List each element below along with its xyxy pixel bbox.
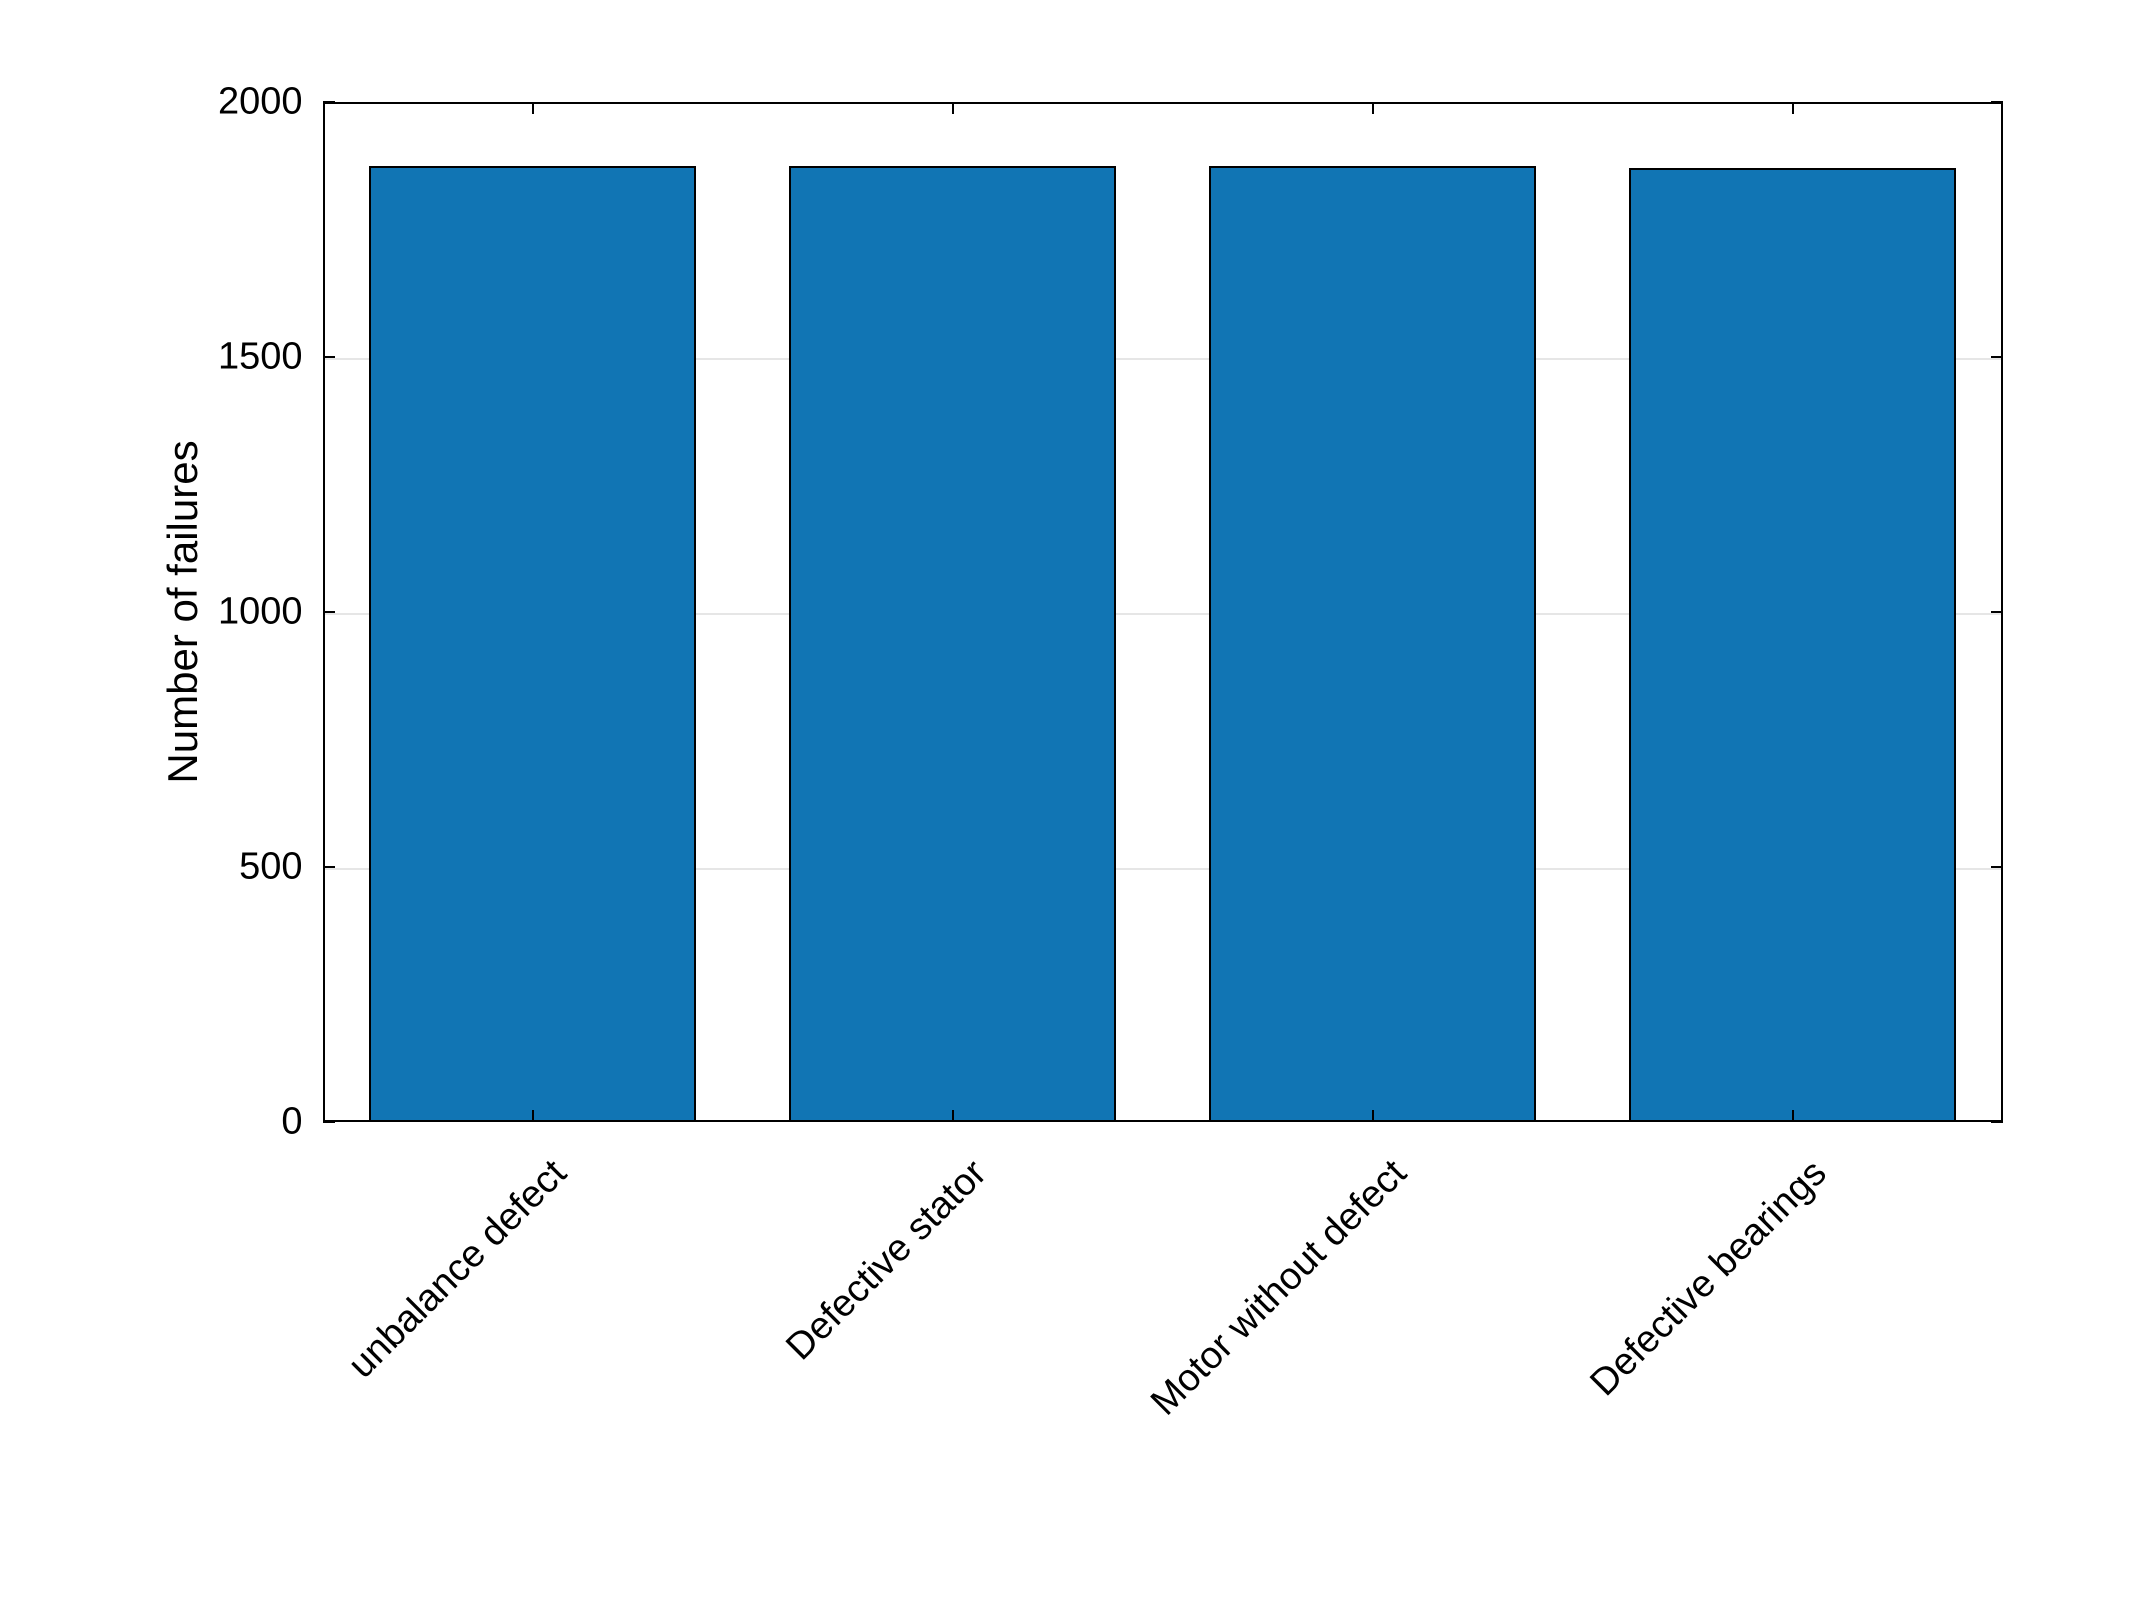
y-tick-label: 1000 <box>123 591 303 634</box>
y-tick-mark <box>323 611 335 613</box>
y-tick-label: 1500 <box>123 336 303 379</box>
x-tick-label: Defective stator <box>682 1152 995 1465</box>
y-tick-mark <box>1991 866 2003 868</box>
y-tick-label: 2000 <box>123 81 303 124</box>
x-tick-mark <box>1372 102 1374 114</box>
x-tick-mark <box>1792 1110 1794 1122</box>
y-tick-mark <box>323 1121 335 1123</box>
bar <box>369 166 697 1122</box>
y-tick-mark <box>1991 101 2003 103</box>
x-tick-mark <box>532 1110 534 1122</box>
y-tick-mark <box>323 101 335 103</box>
y-tick-label: 500 <box>123 846 303 889</box>
bar <box>1629 168 1957 1122</box>
x-tick-mark <box>1372 1110 1374 1122</box>
x-tick-label: Motor without defect <box>1102 1152 1415 1465</box>
y-tick-mark <box>323 356 335 358</box>
x-tick-mark <box>1792 102 1794 114</box>
x-tick-mark <box>952 1110 954 1122</box>
x-tick-label: Defective bearings <box>1522 1152 1835 1465</box>
bar <box>789 166 1117 1122</box>
bar <box>1209 166 1537 1122</box>
y-tick-mark <box>1991 356 2003 358</box>
bar-chart: Number of failures 0500100015002000unbal… <box>123 62 2023 1562</box>
y-tick-mark <box>1991 1121 2003 1123</box>
x-tick-mark <box>532 102 534 114</box>
x-tick-mark <box>952 102 954 114</box>
x-tick-label: unbalance defect <box>262 1152 575 1465</box>
y-tick-mark <box>323 866 335 868</box>
y-tick-mark <box>1991 611 2003 613</box>
y-tick-label: 0 <box>123 1101 303 1144</box>
